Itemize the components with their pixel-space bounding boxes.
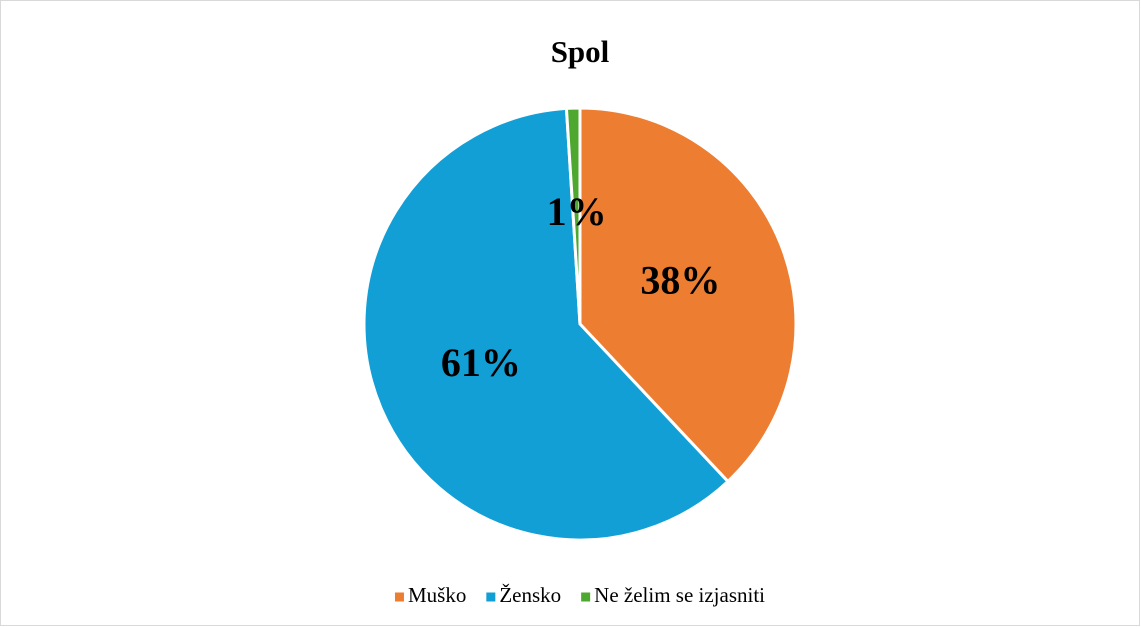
chart-title: Spol — [551, 34, 610, 69]
pie-slice — [362, 106, 730, 542]
legend-label: Žensko — [499, 583, 561, 607]
legend-label: Muško — [408, 583, 466, 607]
pie-slice — [578, 106, 798, 484]
pie-slice — [564, 106, 582, 325]
data-label: 1% — [547, 189, 607, 234]
legend-label: Ne želim se izjasniti — [594, 583, 765, 607]
legend: Muško Žensko Ne želim se izjasniti — [394, 583, 765, 607]
data-label: 38% — [640, 257, 720, 302]
legend-swatch — [394, 592, 404, 602]
data-label: 61% — [441, 340, 521, 385]
legend-swatch — [581, 592, 591, 602]
legend-swatch — [486, 592, 496, 602]
